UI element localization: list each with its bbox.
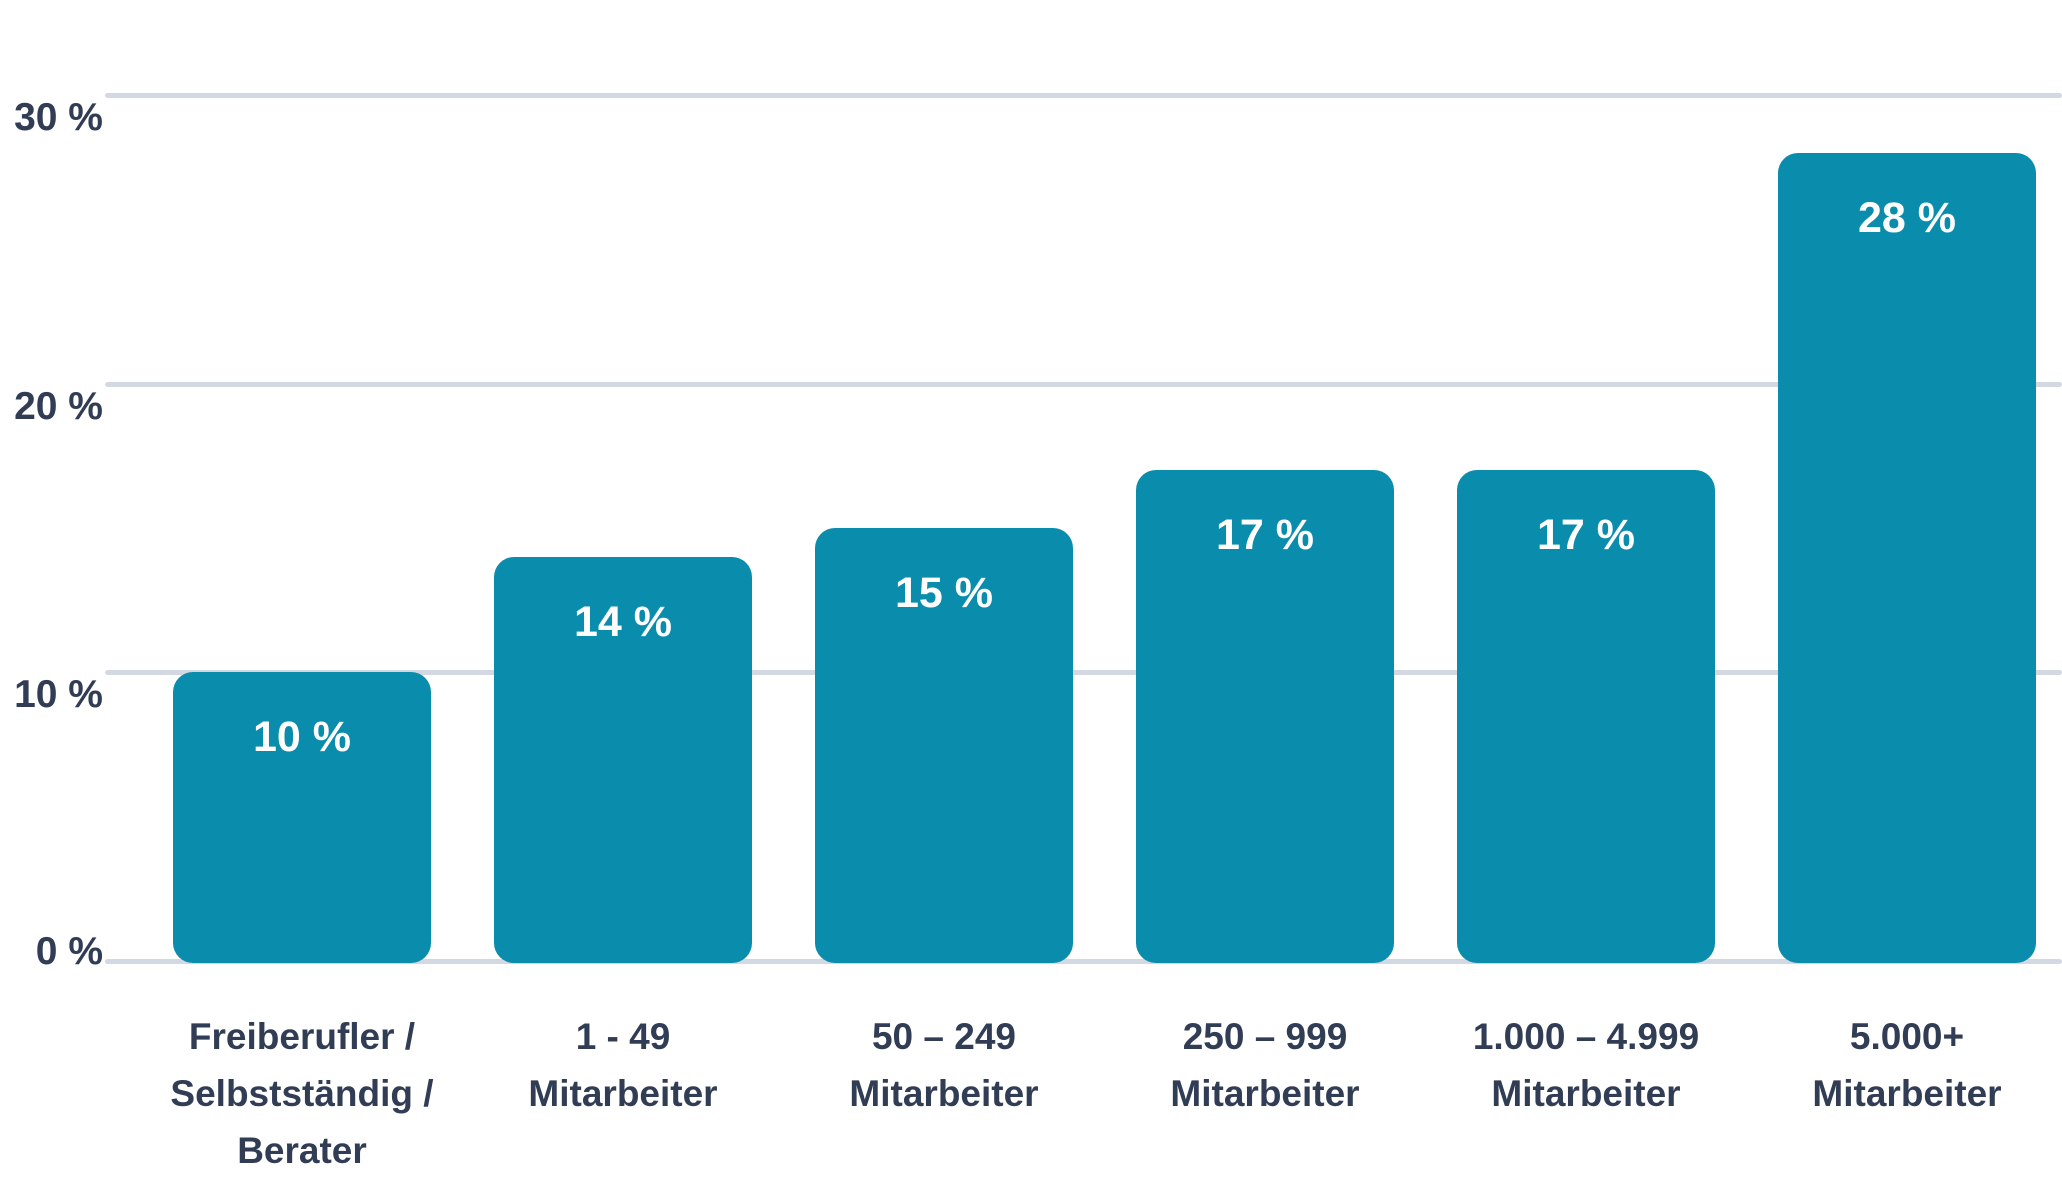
bar: 10 % — [173, 672, 431, 963]
bar-value-label: 17 % — [1215, 511, 1314, 559]
gridline — [105, 93, 2062, 98]
bar: 14 % — [494, 557, 752, 963]
y-tick-label: 10 % — [14, 673, 103, 716]
gridline — [105, 382, 2062, 387]
y-tick-label: 20 % — [14, 385, 103, 428]
category-label: 1 - 49 Mitarbeiter — [528, 1016, 718, 1114]
category-label: 50 – 249 Mitarbeiter — [849, 1016, 1039, 1114]
bar: 28 % — [1778, 153, 2036, 963]
bar-value-label: 10 % — [252, 713, 351, 761]
y-tick-label: 0 % — [35, 930, 103, 973]
y-tick-label: 30 % — [14, 96, 103, 139]
gridline — [105, 959, 2062, 964]
gridline — [105, 670, 2062, 675]
bar-value-label: 17 % — [1536, 511, 1635, 559]
category-label: 250 – 999 Mitarbeiter — [1170, 1016, 1360, 1114]
category-label: 5.000+ Mitarbeiter — [1812, 1016, 2002, 1114]
bar: 17 % — [1457, 470, 1715, 963]
bar-value-label: 28 % — [1857, 194, 1956, 242]
category-label: Freiberufler / Selbstständig / Berater — [170, 1016, 434, 1171]
bar: 15 % — [815, 528, 1073, 963]
category-label: 1.000 – 4.999 Mitarbeiter — [1472, 1016, 1700, 1114]
bar-value-label: 14 % — [573, 598, 672, 646]
bar-value-label: 15 % — [894, 569, 993, 617]
bar: 17 % — [1136, 470, 1394, 963]
